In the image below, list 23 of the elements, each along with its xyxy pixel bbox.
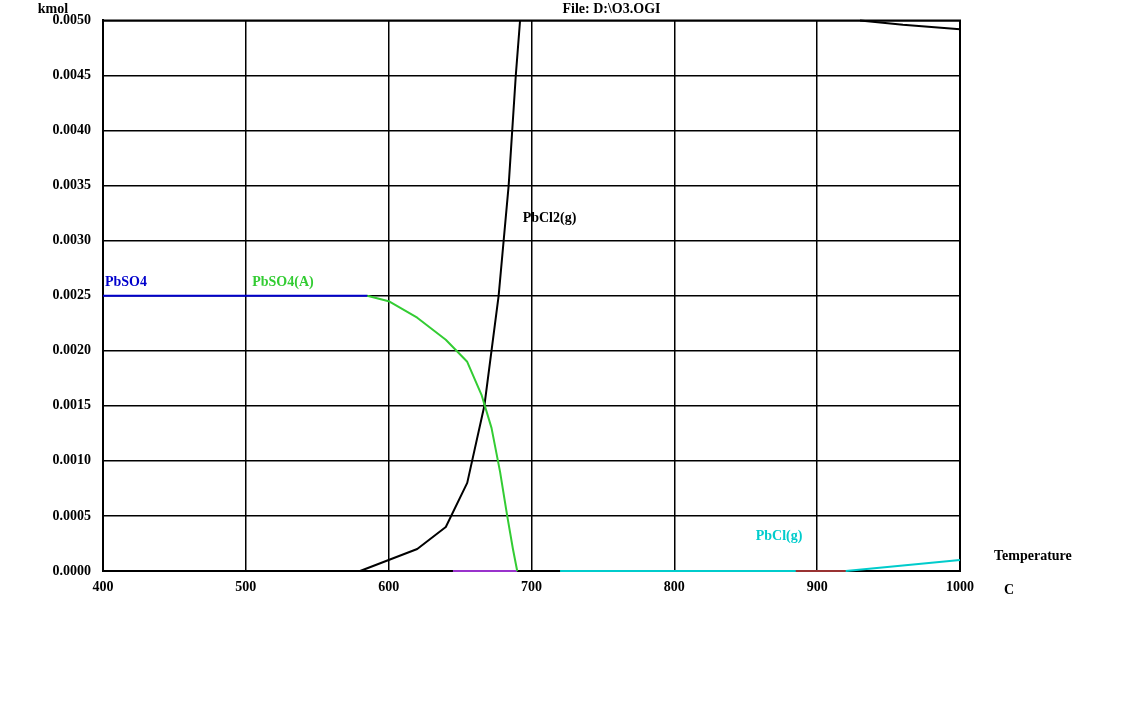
y-tick-label: 0.0015	[52, 397, 91, 413]
y-tick-label: 0.0000	[52, 562, 91, 578]
x-tick-label: 700	[521, 579, 542, 595]
x-tick-label: 900	[806, 579, 828, 595]
y-tick-label: 0.0010	[52, 452, 91, 468]
text: PbCl(g)	[755, 527, 803, 544]
y-tick-label: 0.0020	[52, 342, 91, 358]
series-label: PbSO4	[105, 274, 148, 290]
y-tick-label: 0.0035	[52, 177, 91, 193]
x-tick-label: 1000	[946, 579, 974, 595]
y-tick-label: 0.0025	[52, 287, 91, 303]
chart-title: File: D:\O3.OGI	[562, 1, 661, 17]
x-tick-label: 600	[378, 579, 400, 595]
y-tick-label: 0.0050	[52, 12, 91, 28]
x-tick-label: 500	[235, 579, 257, 595]
y-tick-label: 0.0030	[52, 232, 91, 248]
y-tick-label: 0.0045	[52, 67, 91, 83]
x-tick-label: 400	[92, 579, 114, 595]
y-tick-label: 0.0005	[52, 507, 91, 523]
text: PbSO4(A)	[252, 274, 315, 291]
y-tick-label: 0.0040	[52, 122, 91, 138]
text: Temperature C	[994, 547, 1072, 597]
x-tick-label: 800	[663, 579, 685, 595]
